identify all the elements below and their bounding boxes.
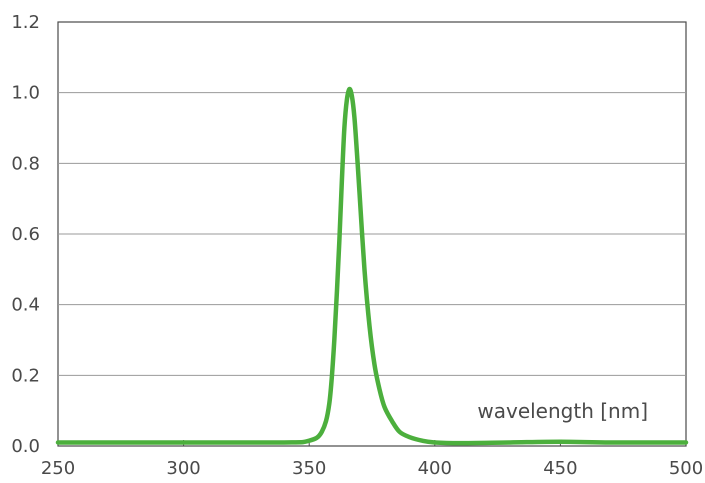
y-tick-label: 0.4 [11, 295, 40, 316]
y-tick-label: 0.2 [11, 365, 40, 386]
y-tick-label: 0.8 [11, 153, 40, 174]
y-tick-label: 0.6 [11, 224, 40, 245]
y-axis-ticks: 0.0 0.2 0.4 0.6 0.8 1.0 1.2 [11, 12, 40, 457]
x-tick-label: 400 [418, 458, 452, 479]
x-tick-label: 450 [543, 458, 577, 479]
x-axis-ticks: 250 300 350 400 450 500 [41, 440, 703, 479]
series-group [55, 86, 689, 446]
x-tick-label: 500 [669, 458, 703, 479]
x-axis-label: wavelength [nm] [477, 399, 648, 423]
x-tick-label: 250 [41, 458, 75, 479]
x-tick-label: 300 [166, 458, 200, 479]
x-tick-label: 350 [292, 458, 326, 479]
series-line [55, 86, 689, 446]
y-tick-label: 1.2 [11, 12, 40, 33]
grid-lines [58, 92, 686, 376]
y-tick-label: 0.0 [11, 436, 40, 457]
y-tick-label: 1.0 [11, 83, 40, 104]
